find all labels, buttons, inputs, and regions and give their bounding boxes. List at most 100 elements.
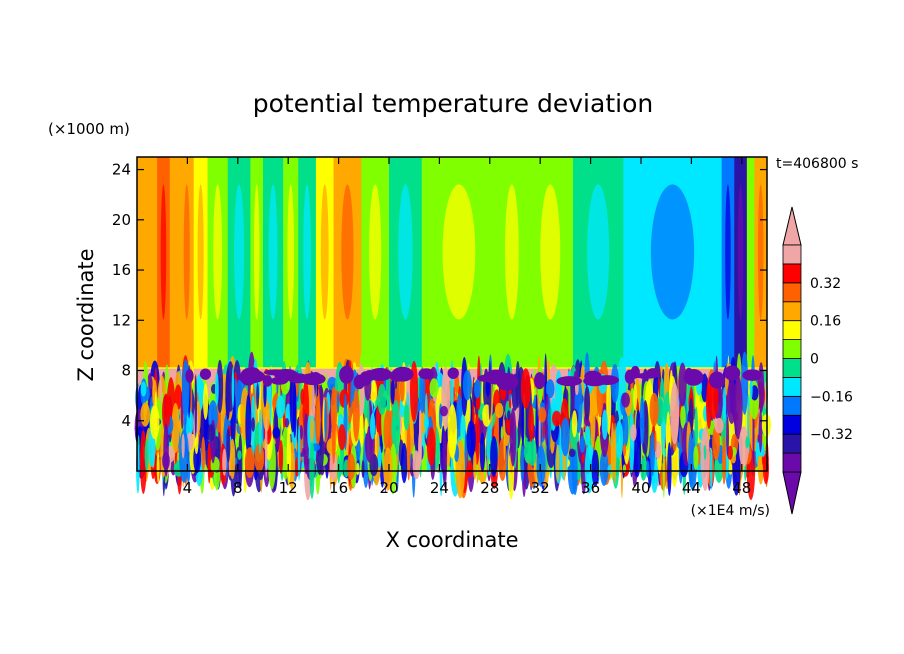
- colorbar-label: −0.16: [810, 389, 853, 405]
- turbulent-eddy: [171, 402, 180, 453]
- turbulent-eddy: [548, 395, 551, 451]
- turbulent-eddy: [584, 386, 591, 421]
- turbulent-eddy: [264, 415, 268, 479]
- turbulent-eddy: [391, 413, 396, 443]
- turbulent-eddy: [258, 408, 262, 455]
- turbulent-eddy: [310, 416, 314, 444]
- turbulent-eddy: [149, 405, 160, 440]
- turbulent-eddy: [297, 425, 301, 482]
- upper-region-plume: [234, 184, 245, 320]
- upper-region-plume: [320, 184, 329, 320]
- turbulent-eddy: [214, 372, 219, 406]
- turbulent-eddy: [622, 443, 627, 457]
- turbulent-eddy: [329, 451, 338, 481]
- turbulent-eddy: [503, 419, 506, 461]
- upper-region-plume: [287, 184, 295, 320]
- turbulent-eddy: [336, 392, 340, 414]
- turbulent-eddy: [688, 432, 694, 488]
- turbulent-eddy: [403, 404, 410, 431]
- turbulent-eddy: [761, 447, 766, 457]
- colorbar: 0.32 0.16 0 −0.16 −0.32: [782, 206, 853, 515]
- turbulent-eddy: [466, 460, 473, 478]
- upper-region-plume: [398, 184, 413, 320]
- y-axis-label: Z coordinate: [74, 248, 98, 381]
- upper-region-plume: [369, 184, 382, 320]
- turbulent-eddy: [426, 427, 436, 467]
- turbulent-eddy: [678, 362, 687, 407]
- turbulent-eddy: [390, 377, 395, 405]
- colorbar-band: [782, 339, 802, 359]
- turbulent-eddy: [721, 435, 727, 485]
- inversion-entrainment-blob: [742, 369, 763, 381]
- x-tick-label: 16: [329, 479, 348, 497]
- turbulent-eddy: [461, 415, 466, 440]
- turbulent-eddy: [162, 393, 171, 431]
- colorbar-band: [782, 452, 802, 473]
- turbulent-eddy: [399, 375, 405, 403]
- turbulent-eddy: [283, 462, 288, 472]
- turbulent-eddy: [621, 411, 629, 448]
- turbulent-eddy: [569, 448, 576, 458]
- x-tick-label: 4: [183, 479, 193, 497]
- upper-region-plume: [341, 184, 354, 320]
- inversion-entrainment-blob: [684, 367, 694, 381]
- turbulent-eddy: [181, 433, 185, 459]
- turbulent-eddy: [726, 416, 730, 456]
- colorbar-band: [782, 414, 802, 435]
- turbulent-eddy: [412, 450, 421, 480]
- turbulent-eddy: [613, 422, 617, 485]
- y-tick-label: 12: [112, 311, 131, 329]
- turbulent-eddy: [278, 439, 284, 474]
- colorbar-band: [782, 263, 802, 284]
- turbulent-eddy: [528, 404, 534, 442]
- turbulent-eddy: [538, 407, 547, 423]
- upper-region-plume: [650, 184, 695, 320]
- turbulent-eddy: [694, 406, 699, 452]
- turbulent-eddy: [584, 425, 591, 446]
- colorbar-label: 0.16: [810, 314, 841, 330]
- turbulent-eddy: [508, 398, 512, 409]
- turbulent-eddy: [599, 449, 609, 487]
- x-tick-label: 28: [480, 479, 499, 497]
- inversion-entrainment-blob: [262, 375, 273, 387]
- turbulent-eddy: [755, 438, 759, 465]
- turbulent-eddy: [338, 424, 346, 451]
- colorbar-band: [782, 395, 802, 416]
- turbulent-eddy: [352, 388, 360, 442]
- turbulent-eddy: [521, 398, 525, 447]
- turbulent-eddy: [194, 374, 197, 439]
- turbulent-eddy: [370, 380, 378, 403]
- upper-region-column: [746, 157, 755, 369]
- turbulent-eddy: [591, 449, 600, 487]
- turbulent-eddy: [369, 412, 376, 440]
- upper-region-plume: [442, 184, 476, 320]
- y-tick-label: 16: [112, 261, 131, 279]
- turbulent-eddy: [571, 410, 578, 438]
- turbulent-eddy: [475, 395, 481, 411]
- turbulent-eddy: [579, 435, 586, 453]
- turbulent-eddy: [670, 382, 680, 445]
- inversion-entrainment-blob: [724, 365, 741, 381]
- inversion-entrainment-blob: [630, 365, 640, 379]
- turbulent-eddy: [738, 426, 749, 468]
- x-tick-label: 12: [279, 479, 298, 497]
- colorbar-band: [782, 320, 802, 340]
- y-axis-ticks: 4 8 12 16 20 24: [112, 161, 767, 430]
- inversion-entrainment-blob: [309, 372, 322, 386]
- turbulent-eddy: [254, 443, 265, 473]
- turbulent-eddy: [745, 436, 750, 449]
- time-label: t=406800 s: [776, 156, 858, 172]
- turbulent-eddy: [474, 379, 481, 399]
- turbulent-eddy: [429, 378, 439, 398]
- colorbar-under-arrow: [782, 471, 802, 515]
- turbulent-eddy: [749, 377, 753, 400]
- turbulent-eddy: [203, 383, 209, 420]
- x-axis-label: X coordinate: [385, 528, 518, 552]
- turbulent-eddy: [237, 450, 242, 460]
- turbulent-eddy: [649, 392, 659, 427]
- turbulent-eddy: [714, 417, 724, 434]
- turbulent-eddy: [400, 442, 408, 484]
- turbulent-eddy: [633, 430, 642, 478]
- turbulent-eddy: [494, 402, 504, 418]
- turbulent-eddy: [376, 431, 380, 456]
